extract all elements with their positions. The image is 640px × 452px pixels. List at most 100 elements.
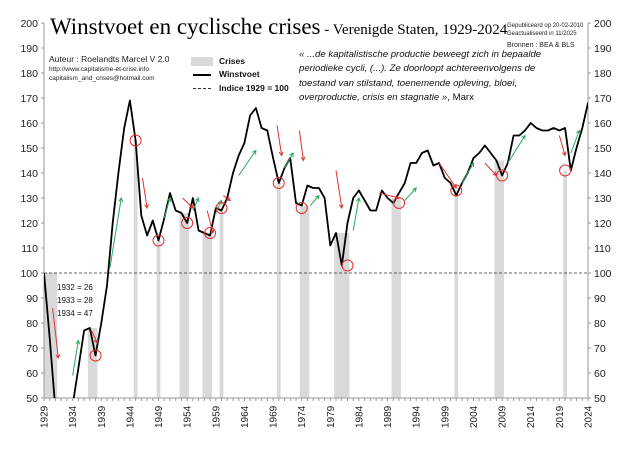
data-point	[323, 197, 325, 199]
y-tick-label-left: 50	[26, 393, 38, 405]
data-point	[421, 152, 423, 154]
down-arrow	[438, 162, 457, 189]
x-tick-label: 1939	[97, 405, 108, 428]
y-tick-label-left: 120	[20, 218, 38, 230]
data-point	[272, 157, 274, 159]
data-point	[312, 187, 314, 189]
data-point	[83, 329, 85, 331]
data-point	[329, 244, 331, 246]
down-arrow-head	[300, 156, 306, 162]
note-1933: 1933 = 28	[57, 296, 93, 305]
data-point	[209, 234, 211, 236]
legend-line-label: Winstvoet	[219, 69, 260, 79]
down-arrow	[206, 210, 214, 234]
data-point	[186, 222, 188, 224]
down-arrow-head	[226, 196, 231, 202]
crisis-bar	[133, 140, 138, 398]
data-point	[152, 219, 154, 221]
x-tick-label: 2024	[584, 405, 595, 428]
crisis-bar	[494, 160, 504, 398]
data-point	[260, 127, 262, 129]
crisis-bar	[219, 210, 224, 398]
up-arrow	[163, 197, 171, 219]
crisis-bar	[276, 183, 281, 398]
data-point	[49, 337, 51, 339]
data-point	[129, 99, 131, 101]
up-arrow-head	[75, 339, 81, 345]
x-tick-label: 2019	[555, 405, 566, 428]
y-tick-label-right: 90	[594, 293, 606, 305]
down-arrow	[141, 177, 148, 209]
trough-circle	[181, 217, 194, 229]
up-arrow	[109, 197, 122, 269]
up-arrow	[570, 130, 580, 154]
data-point	[358, 189, 360, 191]
x-tick-label: 1929	[40, 405, 51, 428]
data-point	[43, 272, 45, 274]
data-point	[558, 129, 560, 131]
trough-circle	[272, 177, 285, 189]
legend-line-swatch	[193, 74, 211, 76]
up-arrow-head	[412, 187, 417, 193]
data-point	[232, 172, 234, 174]
trough-circle	[450, 184, 463, 197]
data-point	[346, 222, 348, 224]
note-1934: 1934 = 47	[57, 309, 93, 318]
trough-circle	[496, 169, 509, 182]
data-point	[512, 134, 514, 136]
x-tick-label: 1999	[440, 405, 451, 428]
down-arrow	[91, 330, 98, 344]
data-point	[100, 322, 102, 324]
up-arrow-head	[289, 152, 294, 158]
email-link[interactable]: capitalism_and_crises@hotmail.com	[49, 75, 155, 82]
legend-crises-swatch	[191, 57, 213, 66]
trough-circle	[152, 234, 165, 247]
up-arrow	[309, 195, 320, 206]
data-point	[495, 159, 497, 161]
down-arrow	[484, 162, 497, 176]
y-tick-label-right: 50	[594, 393, 606, 405]
y-tick-label-left: 130	[20, 193, 38, 205]
y-tick-label-left: 100	[20, 268, 38, 280]
down-arrow	[276, 125, 283, 156]
down-arrow-head	[209, 229, 215, 235]
x-tick-label: 2014	[526, 405, 537, 428]
down-arrow	[52, 307, 59, 359]
y-tick-label-right: 190	[594, 43, 612, 55]
data-point	[220, 209, 222, 211]
up-arrow-head	[314, 194, 320, 200]
crisis-bar	[334, 233, 350, 398]
y-tick-label-right: 60	[594, 368, 606, 380]
data-point	[352, 197, 354, 199]
x-tick-label: 1964	[240, 405, 251, 428]
data-point	[369, 209, 371, 211]
data-point	[426, 149, 428, 151]
data-point	[117, 172, 119, 174]
y-tick-label-right: 110	[594, 243, 611, 255]
data-point	[243, 142, 245, 144]
data-point	[587, 102, 589, 104]
x-tick-label: 1989	[383, 405, 394, 428]
up-arrow	[352, 197, 360, 231]
data-point	[449, 182, 451, 184]
trough-circle	[341, 259, 354, 272]
website-link[interactable]: http://www.capitalisme-et-crise.info	[49, 66, 150, 73]
data-point	[123, 127, 125, 129]
x-tick-label: 1979	[326, 405, 337, 428]
x-tick-label: 1994	[412, 405, 423, 428]
y-tick-label-left: 80	[26, 318, 38, 330]
trough-circle	[129, 134, 142, 147]
crisis-bar	[87, 328, 98, 398]
data-point	[237, 154, 239, 156]
crisis-bar	[391, 198, 401, 398]
crisis-bar	[179, 213, 190, 398]
down-arrow-head	[93, 338, 99, 344]
trough-circle	[215, 202, 228, 214]
x-tick-label: 2004	[469, 405, 480, 428]
data-point	[112, 222, 114, 224]
up-arrow-head	[218, 199, 223, 205]
data-point	[295, 202, 297, 204]
down-arrow	[182, 197, 194, 209]
clipped-values-note: 1932 = 26 1933 = 28 1934 = 47	[57, 281, 93, 320]
